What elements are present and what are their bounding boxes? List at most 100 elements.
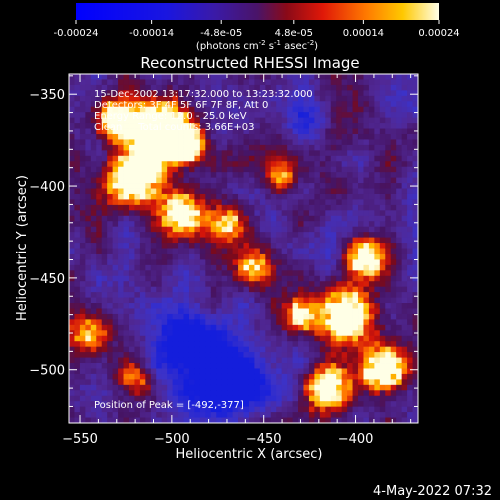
heatmap-cell [210,199,217,206]
heatmap-cell [336,275,343,282]
heatmap-cell [298,406,304,413]
heatmap-cell [227,112,233,119]
heatmap-cell [74,74,81,80]
heatmap-cell [385,215,392,222]
heatmap-cell [358,401,364,408]
heatmap-cell [145,346,152,353]
heatmap-cell [156,341,163,348]
heatmap-cell [303,215,310,222]
heatmap-cell [281,112,288,119]
heatmap-cell [150,117,157,124]
heatmap-cell [336,373,343,380]
heatmap-cell [325,199,332,206]
heatmap-cell [232,335,239,342]
heatmap-cell [368,264,375,271]
heatmap-cell [308,286,315,293]
heatmap-cell [145,117,152,124]
heatmap-cell [325,128,332,135]
heatmap-cell [259,412,266,418]
heatmap-cell [183,395,190,402]
heatmap-cell [254,177,261,184]
heatmap-cell [90,172,97,179]
heatmap-cell [161,161,168,168]
heatmap-cell [390,117,397,124]
heatmap-cell [232,352,239,358]
heatmap-cell [248,232,255,238]
heatmap-cell [167,172,174,179]
heatmap-cell [363,308,370,315]
heatmap-cell [156,215,163,222]
heatmap-cell [319,406,326,413]
heatmap-cell [401,357,408,364]
heatmap-cell [319,324,326,331]
heatmap-cell [363,346,370,353]
heatmap-cell [128,395,135,402]
heatmap-cell [205,243,212,249]
heatmap-cell [308,308,315,315]
heatmap-cell [69,270,75,277]
heatmap-cell [74,144,81,151]
heatmap-cell [265,166,272,173]
heatmap-cell [128,232,135,238]
heatmap-cell [139,379,146,386]
heatmap-cell [232,281,239,288]
heatmap-cell [265,95,272,102]
heatmap-cell [74,90,81,97]
heatmap-cell [172,281,179,288]
heatmap-cell [188,112,195,119]
heatmap-cell [210,363,217,369]
heatmap-cell [341,133,348,140]
heatmap-cell [90,275,97,282]
heatmap-cell [259,248,266,255]
heatmap-cell [254,101,261,108]
heatmap-cell [90,128,97,135]
heatmap-cell [368,313,375,320]
heatmap-cell [259,128,266,135]
heatmap-cell [259,188,266,195]
heatmap-cell [210,215,217,222]
heatmap-cell [379,204,386,211]
heatmap-cell [194,281,201,288]
heatmap-cell [188,237,195,244]
heatmap-cell [216,112,223,119]
heatmap-cell [232,330,239,337]
heatmap-cell [254,308,261,315]
heatmap-cell [374,177,381,184]
heatmap-cell [123,264,130,271]
heatmap-cell [156,335,163,342]
heatmap-cell [265,275,272,282]
heatmap-cell [221,324,228,331]
heatmap-cell [341,248,348,255]
heatmap-cell [341,123,348,129]
heatmap-cell [128,161,135,168]
heatmap-cell [128,128,135,135]
heatmap-cell [276,215,283,222]
heatmap-cell [281,286,288,293]
heatmap-cell [308,417,315,424]
heatmap-cell [412,297,419,304]
heatmap-cell [270,221,277,228]
heatmap-cell [358,259,364,266]
heatmap-cell [254,79,261,86]
heatmap-cell [390,177,397,184]
heatmap-cell [341,395,348,402]
heatmap-cell [118,335,124,342]
heatmap-cell [118,106,124,113]
heatmap-cell [363,313,370,320]
heatmap-cell [156,259,163,266]
heatmap-cell [74,346,81,353]
heatmap-cell [79,253,86,260]
heatmap-cell [150,275,157,282]
heatmap-cell [150,303,157,309]
heatmap-cell [287,264,293,271]
heatmap-cell [69,417,75,424]
heatmap-cell [90,226,97,233]
heatmap-cell [123,79,130,86]
heatmap-cell [401,248,408,255]
heatmap-cell [368,84,375,91]
heatmap-cell [128,215,135,222]
heatmap-cell [270,84,277,91]
heatmap-cell [276,275,283,282]
heatmap-cell [281,303,288,309]
heatmap-cell [319,215,326,222]
